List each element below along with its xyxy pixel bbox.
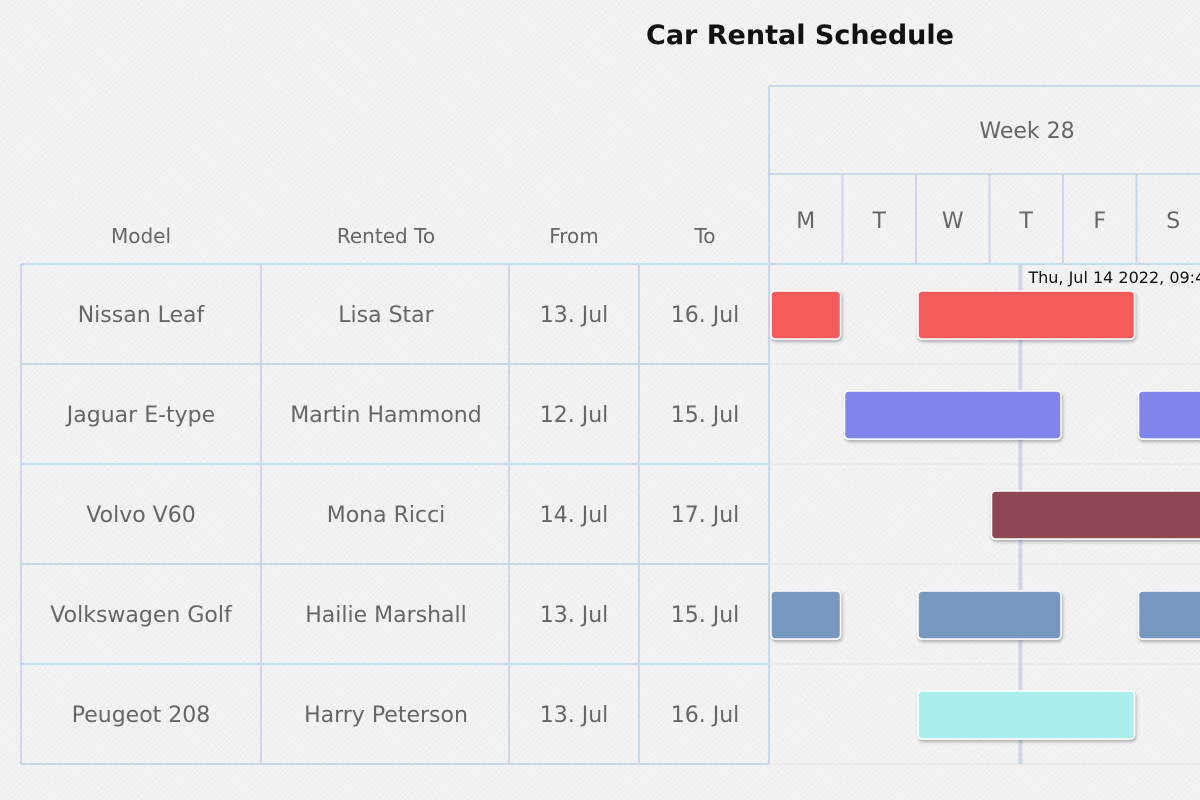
table-cell-to: 15. Jul — [671, 603, 740, 628]
booking-bar[interactable] — [770, 590, 842, 640]
table-cell-from: 12. Jul — [540, 403, 609, 428]
grid-lines — [20, 85, 1200, 765]
table-cell-to: 16. Jul — [671, 703, 740, 728]
booking-bar[interactable] — [1137, 390, 1200, 440]
day-label: S — [1166, 209, 1180, 234]
table-cell-rented-to: Hailie Marshall — [305, 603, 467, 628]
table-cell-rented-to: Harry Peterson — [304, 703, 468, 728]
table-cell-from: 13. Jul — [540, 603, 609, 628]
day-label: W — [942, 209, 964, 234]
data-table: Nissan Leaf Lisa Star 13. Jul 16. Jul Jaguar… — [50, 303, 739, 728]
booking-bar[interactable] — [917, 690, 1136, 740]
table-cell-from: 13. Jul — [540, 703, 609, 728]
booking-bar[interactable] — [990, 490, 1200, 540]
table-cell-from: 13. Jul — [540, 303, 609, 328]
table-cell-model: Volvo V60 — [86, 503, 195, 528]
table-cell-from: 14. Jul — [540, 503, 609, 528]
booking-bar[interactable] — [770, 290, 842, 340]
current-time-label: Thu, Jul 14 2022, 09:4 — [1027, 268, 1200, 287]
table-cell-model: Volkswagen Golf — [50, 603, 233, 628]
table-cell-to: 17. Jul — [671, 503, 740, 528]
table-cell-model: Peugeot 208 — [72, 703, 211, 728]
day-label: T — [872, 209, 887, 234]
table-cell-rented-to: Lisa Star — [338, 303, 434, 328]
booking-bar[interactable] — [843, 390, 1062, 440]
column-header-model: Model — [111, 224, 171, 248]
booking-bars — [770, 290, 1200, 740]
booking-bar[interactable] — [917, 590, 1062, 640]
table-cell-to: 16. Jul — [671, 303, 740, 328]
table-cell-model: Jaguar E-type — [65, 403, 215, 428]
table-cell-model: Nissan Leaf — [78, 303, 206, 328]
chart-title: Car Rental Schedule — [646, 20, 954, 51]
column-header-rented-to: Rented To — [337, 224, 435, 248]
column-header-from: From — [549, 224, 599, 248]
booking-bar[interactable] — [917, 290, 1136, 340]
day-label: T — [1019, 209, 1034, 234]
booking-bar[interactable] — [1137, 590, 1200, 640]
week-label: Week 28 — [979, 119, 1074, 144]
day-label: M — [796, 209, 815, 234]
table-cell-rented-to: Martin Hammond — [290, 403, 481, 428]
table-cell-rented-to: Mona Ricci — [327, 503, 446, 528]
column-header-to: To — [693, 224, 715, 248]
table-cell-to: 15. Jul — [671, 403, 740, 428]
day-label: F — [1093, 209, 1106, 234]
